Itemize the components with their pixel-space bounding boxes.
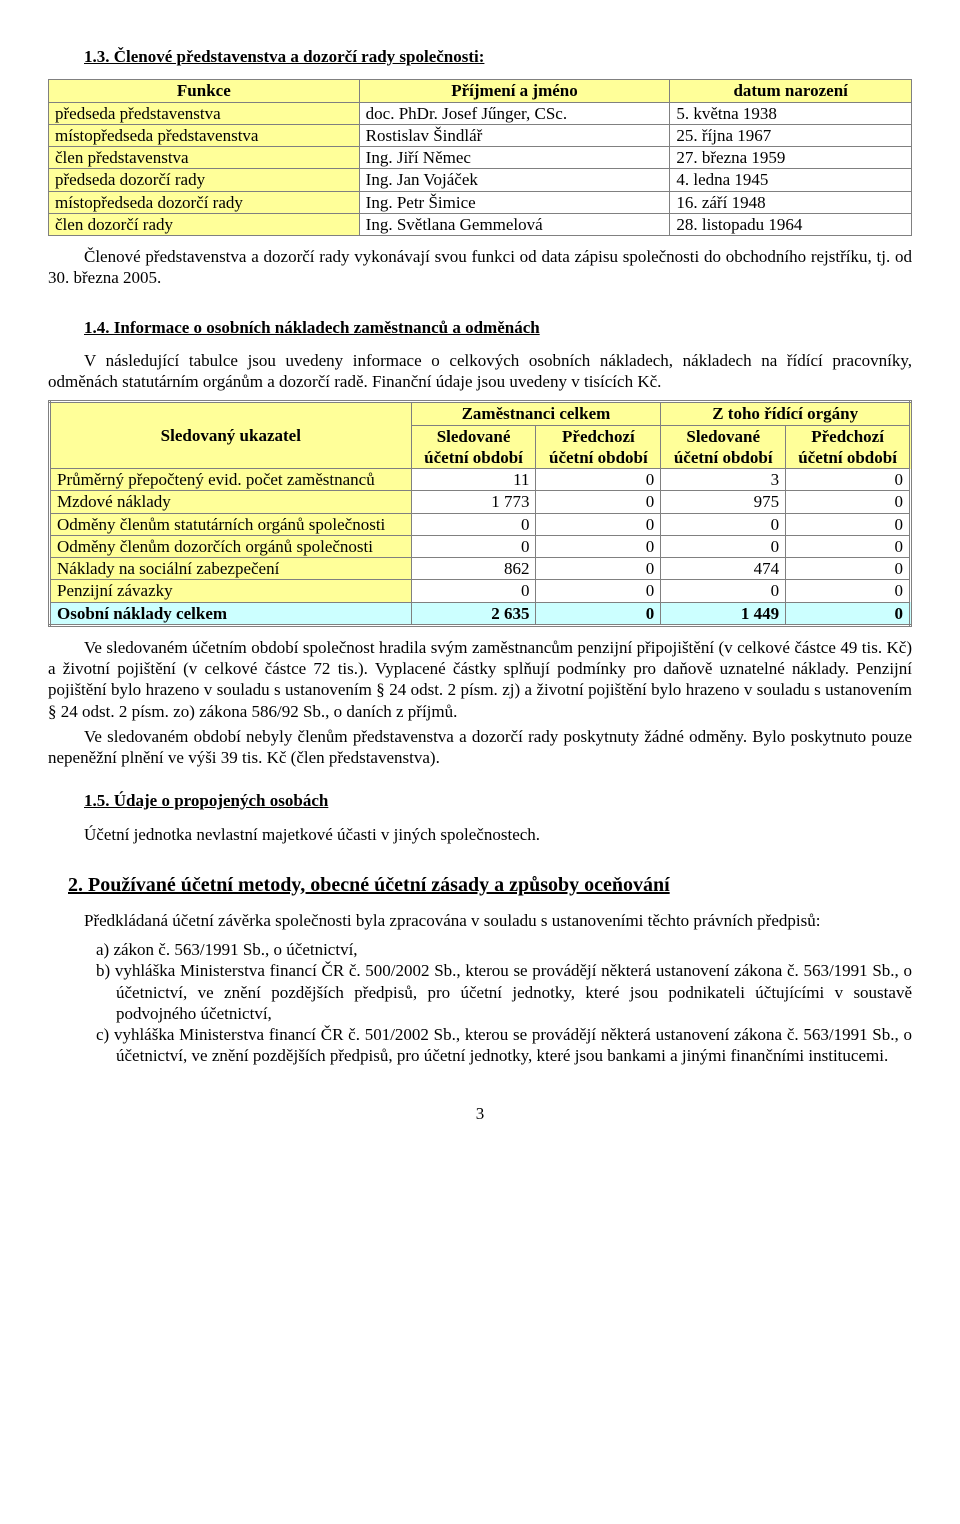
cell: 1 449: [661, 602, 786, 625]
cell: 0: [536, 580, 661, 602]
cell: místopředseda dozorčí rady: [49, 191, 360, 213]
cell: 862: [411, 558, 536, 580]
cell: Ing. Jan Vojáček: [359, 169, 670, 191]
table-row: Mzdové náklady1 77309750: [50, 491, 911, 513]
col-header: datum narození: [670, 80, 912, 102]
table-row: Průměrný přepočtený evid. počet zaměstna…: [50, 469, 911, 491]
section-14-para2: Ve sledovaném období nebyly členům předs…: [48, 726, 912, 769]
cell: Ing. Jiří Němec: [359, 147, 670, 169]
cell: předseda představenstva: [49, 102, 360, 124]
col-header: Příjmení a jméno: [359, 80, 670, 102]
col-header: Předchozí účetní období: [536, 425, 661, 469]
cell: 0: [536, 558, 661, 580]
cell: Osobní náklady celkem: [50, 602, 412, 625]
cell: 1 773: [411, 491, 536, 513]
list-item: a) zákon č. 563/1991 Sb., o účetnictví,: [96, 939, 912, 960]
cell: 5. května 1938: [670, 102, 912, 124]
cell: 0: [786, 535, 911, 557]
cell: Odměny členům statutárních orgánů společ…: [50, 513, 412, 535]
col-header: Funkce: [49, 80, 360, 102]
table-row: předseda představenstvadoc. PhDr. Josef …: [49, 102, 912, 124]
cell: místopředseda představenstva: [49, 124, 360, 146]
cell: 16. září 1948: [670, 191, 912, 213]
section-15-title: 1.5. Údaje o propojených osobách: [84, 790, 912, 811]
cell: 11: [411, 469, 536, 491]
cell: 0: [661, 535, 786, 557]
cell: 0: [536, 513, 661, 535]
cell: 3: [661, 469, 786, 491]
cell: 0: [536, 469, 661, 491]
table-row: člen dozorčí radyIng. Světlana Gemmelová…: [49, 213, 912, 235]
cell: Ing. Světlana Gemmelová: [359, 213, 670, 235]
col-header: Předchozí účetní období: [786, 425, 911, 469]
cell: 0: [536, 535, 661, 557]
cell: 0: [786, 513, 911, 535]
section-14-para1: Ve sledovaném účetním období společnost …: [48, 637, 912, 722]
section-15-para: Účetní jednotka nevlastní majetkové účas…: [84, 824, 912, 845]
list-item: c) vyhláška Ministerstva financí ČR č. 5…: [96, 1024, 912, 1067]
table-row: předseda dozorčí radyIng. Jan Vojáček4. …: [49, 169, 912, 191]
cell: Rostislav Šindlář: [359, 124, 670, 146]
cell: člen představenstva: [49, 147, 360, 169]
col-header: Sledovaný ukazatel: [50, 402, 412, 469]
section-14-title: 1.4. Informace o osobních nákladech zamě…: [84, 317, 912, 338]
section-2-list: a) zákon č. 563/1991 Sb., o účetnictví, …: [96, 939, 912, 1067]
cell: 0: [661, 580, 786, 602]
cell: 27. března 1959: [670, 147, 912, 169]
cell: 0: [536, 602, 661, 625]
table-row: místopředseda představenstvaRostislav Ši…: [49, 124, 912, 146]
table-total-row: Osobní náklady celkem2 63501 4490: [50, 602, 911, 625]
cell: 4. ledna 1945: [670, 169, 912, 191]
cell: člen dozorčí rady: [49, 213, 360, 235]
cell: 975: [661, 491, 786, 513]
cell: 474: [661, 558, 786, 580]
cell: 0: [786, 558, 911, 580]
table-header-row: Funkce Příjmení a jméno datum narození: [49, 80, 912, 102]
cell: 0: [411, 535, 536, 557]
cell: 28. listopadu 1964: [670, 213, 912, 235]
table-row: Náklady na sociální zabezpečení86204740: [50, 558, 911, 580]
cell: Penzijní závazky: [50, 580, 412, 602]
section-14-intro: V následující tabulce jsou uvedeny infor…: [48, 350, 912, 393]
list-item: b) vyhláška Ministerstva financí ČR č. 5…: [96, 960, 912, 1024]
cell: Průměrný přepočtený evid. počet zaměstna…: [50, 469, 412, 491]
cell: 0: [786, 602, 911, 625]
cell: Mzdové náklady: [50, 491, 412, 513]
section-2-title: 2. Používané účetní metody, obecné účetn…: [68, 873, 912, 898]
cell: 0: [411, 513, 536, 535]
table-header-row: Sledovaný ukazatel Zaměstnanci celkem Z …: [50, 402, 911, 425]
board-table: Funkce Příjmení a jméno datum narození p…: [48, 79, 912, 236]
cell: předseda dozorčí rady: [49, 169, 360, 191]
table-row: Odměny členům dozorčích orgánů společnos…: [50, 535, 911, 557]
cell: Náklady na sociální zabezpečení: [50, 558, 412, 580]
costs-table: Sledovaný ukazatel Zaměstnanci celkem Z …: [48, 400, 912, 627]
col-group-header: Z toho řídící orgány: [661, 402, 911, 425]
cell: Ing. Petr Šimice: [359, 191, 670, 213]
table-row: místopředseda dozorčí radyIng. Petr Šimi…: [49, 191, 912, 213]
cell: 0: [661, 513, 786, 535]
section-13-para: Členové představenstva a dozorčí rady vy…: [48, 246, 912, 289]
cell: 0: [786, 491, 911, 513]
cell: 0: [786, 469, 911, 491]
col-header: Sledované účetní období: [661, 425, 786, 469]
cell: doc. PhDr. Josef Jűnger, CSc.: [359, 102, 670, 124]
page-number: 3: [48, 1103, 912, 1124]
cell: 2 635: [411, 602, 536, 625]
section-13-title: 1.3. Členové představenstva a dozorčí ra…: [84, 46, 912, 67]
cell: 0: [411, 580, 536, 602]
table-row: Penzijní závazky0000: [50, 580, 911, 602]
table-row: Odměny členům statutárních orgánů společ…: [50, 513, 911, 535]
cell: 0: [786, 580, 911, 602]
section-2-intro: Předkládaná účetní závěrka společnosti b…: [48, 910, 912, 931]
col-group-header: Zaměstnanci celkem: [411, 402, 661, 425]
table-row: člen představenstvaIng. Jiří Němec27. bř…: [49, 147, 912, 169]
cell: 0: [536, 491, 661, 513]
col-header: Sledované účetní období: [411, 425, 536, 469]
cell: 25. října 1967: [670, 124, 912, 146]
cell: Odměny členům dozorčích orgánů společnos…: [50, 535, 412, 557]
